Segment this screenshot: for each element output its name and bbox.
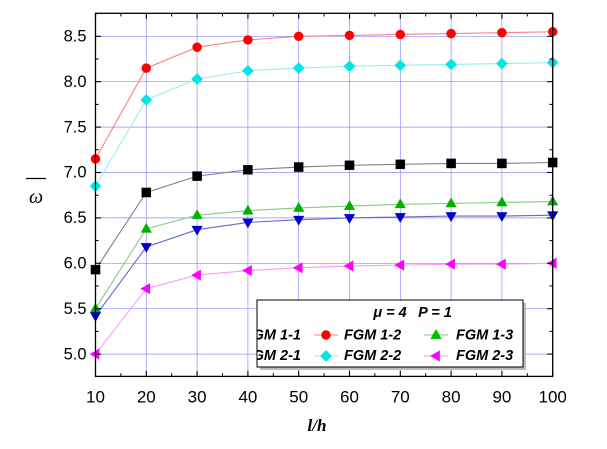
svg-text:7.0: 7.0	[64, 164, 87, 182]
svg-text:μ = 4: μ = 4	[372, 305, 406, 321]
svg-text:20: 20	[137, 387, 156, 406]
svg-text:30: 30	[188, 387, 207, 406]
svg-text:70: 70	[391, 387, 410, 406]
svg-text:7.5: 7.5	[64, 118, 87, 136]
svg-text:FGM 2-2: FGM 2-2	[344, 348, 401, 364]
svg-text:90: 90	[492, 387, 511, 406]
svg-text:40: 40	[238, 387, 257, 406]
svg-text:6.0: 6.0	[64, 255, 87, 273]
svg-text:8.0: 8.0	[64, 73, 87, 91]
svg-text:10: 10	[86, 387, 105, 406]
svg-text:FGM 2-3: FGM 2-3	[456, 348, 513, 364]
svg-text:80: 80	[442, 387, 461, 406]
svg-text:100: 100	[539, 387, 567, 406]
svg-text:5.5: 5.5	[64, 300, 87, 318]
svg-text:60: 60	[340, 387, 359, 406]
svg-text:6.5: 6.5	[64, 209, 87, 227]
svg-text:50: 50	[289, 387, 308, 406]
svg-text:ω: ω	[29, 186, 43, 208]
svg-text:l/h: l/h	[308, 416, 327, 435]
svg-text:FGM 1-2: FGM 1-2	[344, 328, 401, 344]
svg-text:5.0: 5.0	[64, 345, 87, 363]
svg-text:8.5: 8.5	[64, 28, 87, 46]
svg-text:FGM 1-3: FGM 1-3	[456, 328, 513, 344]
svg-text:P = 1: P = 1	[418, 305, 452, 321]
